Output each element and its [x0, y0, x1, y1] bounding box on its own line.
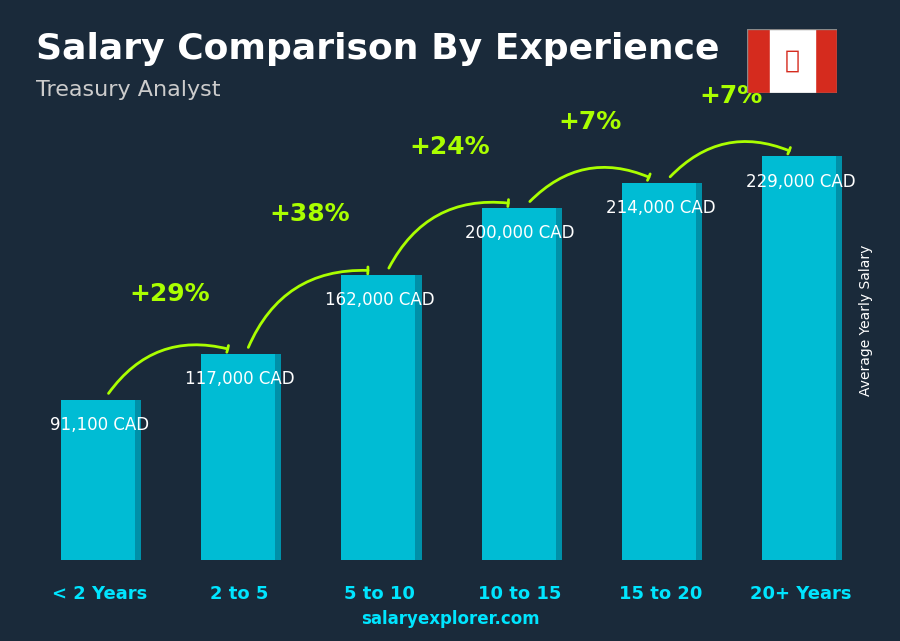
Bar [275, 354, 281, 560]
Text: Salary Comparison By Experience: Salary Comparison By Experience [36, 32, 719, 66]
Text: +24%: +24% [410, 135, 490, 159]
Text: 15 to 20: 15 to 20 [619, 585, 702, 603]
Text: 117,000 CAD: 117,000 CAD [184, 370, 294, 388]
Text: 10 to 15: 10 to 15 [479, 585, 562, 603]
Text: 229,000 CAD: 229,000 CAD [746, 172, 856, 190]
Text: Average Yearly Salary: Average Yearly Salary [859, 245, 873, 396]
Text: 5 to 10: 5 to 10 [345, 585, 415, 603]
Bar [201, 354, 278, 560]
Bar [814, 29, 837, 93]
Text: salaryexplorer.com: salaryexplorer.com [361, 610, 539, 628]
Bar [762, 156, 840, 560]
Text: 200,000 CAD: 200,000 CAD [465, 224, 575, 242]
Text: 162,000 CAD: 162,000 CAD [325, 291, 435, 309]
Text: 2 to 5: 2 to 5 [211, 585, 269, 603]
Text: 🍁: 🍁 [785, 49, 799, 73]
Bar [622, 183, 699, 560]
Bar [60, 400, 138, 560]
Text: +29%: +29% [129, 281, 210, 306]
Bar [555, 208, 562, 560]
Text: +7%: +7% [559, 110, 622, 135]
Bar [836, 156, 842, 560]
Bar [415, 274, 421, 560]
Bar [696, 183, 702, 560]
Text: 91,100 CAD: 91,100 CAD [50, 416, 148, 434]
Text: Treasury Analyst: Treasury Analyst [36, 80, 220, 100]
Bar [135, 400, 141, 560]
Bar [341, 274, 419, 560]
Text: +38%: +38% [269, 202, 350, 226]
Bar [747, 29, 770, 93]
Text: +7%: +7% [699, 84, 762, 108]
Text: 214,000 CAD: 214,000 CAD [606, 199, 716, 217]
Text: 20+ Years: 20+ Years [750, 585, 851, 603]
Bar [482, 208, 559, 560]
Text: < 2 Years: < 2 Years [51, 585, 147, 603]
Bar [770, 29, 814, 93]
